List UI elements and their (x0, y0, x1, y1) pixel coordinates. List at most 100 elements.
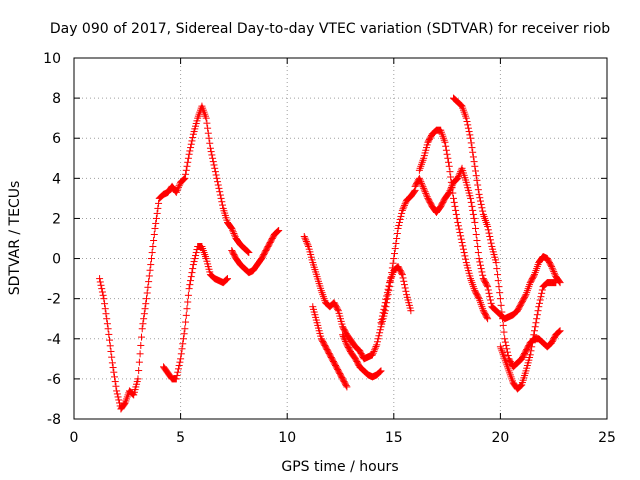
data-point-marker (205, 134, 213, 142)
data-point-marker (504, 351, 512, 359)
y-tick-label: -8 (47, 412, 61, 428)
data-point-marker (182, 311, 190, 319)
data-point-marker (420, 186, 428, 194)
data-point-marker (423, 193, 431, 201)
data-point-marker (342, 382, 350, 390)
data-point-marker (494, 277, 502, 285)
data-point-marker (136, 350, 144, 358)
data-point-marker (421, 188, 429, 196)
data-point-marker (303, 239, 311, 247)
data-point-marker (204, 124, 212, 132)
data-point-marker (101, 305, 109, 313)
data-point-marker (383, 292, 391, 300)
data-point-marker (114, 393, 122, 401)
data-point-marker (398, 206, 406, 214)
data-point-marker (493, 265, 501, 273)
data-point-marker (463, 118, 471, 126)
data-point-marker (120, 400, 128, 408)
data-point-marker (477, 197, 485, 205)
data-point-marker (389, 259, 397, 267)
data-point-marker (548, 263, 556, 271)
data-point-marker (555, 328, 563, 336)
data-point-marker (479, 207, 487, 215)
data-point-marker (459, 242, 467, 250)
data-point-marker (202, 114, 210, 122)
data-point-marker (203, 119, 211, 127)
data-point-marker (532, 319, 540, 327)
data-point-marker (477, 200, 485, 208)
data-point-marker (189, 265, 197, 273)
data-point-marker (536, 296, 544, 304)
data-point-marker (500, 328, 508, 336)
data-point-marker (486, 232, 494, 240)
data-point-marker (135, 358, 143, 366)
data-point-marker (152, 214, 160, 222)
data-point-marker (108, 359, 116, 367)
data-point-marker (534, 307, 542, 315)
data-point-marker (147, 261, 155, 269)
data-point-marker (474, 249, 482, 257)
data-point-marker (447, 185, 455, 193)
data-point-marker (533, 311, 541, 319)
data-point-marker (105, 330, 113, 338)
data-point-marker (135, 367, 143, 375)
data-point-marker (377, 367, 385, 375)
data-point-marker (487, 239, 495, 247)
data-point-marker (217, 194, 225, 202)
data-point-marker (218, 198, 226, 206)
y-tick-label: 6 (52, 131, 61, 147)
data-point-marker (398, 209, 406, 217)
data-point-marker (552, 279, 560, 287)
data-point-marker (189, 134, 197, 142)
data-point-marker (420, 184, 428, 192)
data-point-marker (244, 248, 252, 256)
data-point-marker (243, 247, 251, 255)
data-point-marker (402, 287, 410, 295)
data-point-marker (474, 186, 482, 194)
x-tick-label: 20 (491, 430, 509, 446)
data-point-marker (274, 227, 282, 235)
data-point-marker (410, 187, 418, 195)
data-point-marker (385, 282, 393, 290)
data-point-marker (212, 171, 220, 179)
data-point-marker (538, 286, 546, 294)
data-point-marker (185, 150, 193, 158)
data-point-marker (478, 268, 486, 276)
data-point-marker (467, 194, 475, 202)
data-point-marker (377, 319, 385, 327)
data-point-marker (189, 261, 197, 269)
data-point-marker (444, 154, 452, 162)
data-point-marker (548, 264, 556, 272)
data-point-marker (343, 383, 351, 391)
data-point-marker (304, 241, 312, 249)
data-point-marker (392, 240, 400, 248)
data-point-marker (383, 289, 391, 297)
data-point-marker (455, 225, 463, 233)
data-point-marker (454, 174, 462, 182)
data-point-marker (391, 250, 399, 258)
data-point-marker (477, 261, 485, 269)
data-point-marker (179, 340, 187, 348)
data-point-marker (458, 239, 466, 247)
data-point-marker (464, 124, 472, 132)
data-point-marker (450, 198, 458, 206)
data-point-marker (547, 261, 555, 269)
data-point-marker (138, 333, 146, 341)
data-point-marker (449, 189, 457, 197)
data-point-marker (394, 224, 402, 232)
data-point-marker (447, 173, 455, 181)
data-point-marker (417, 178, 425, 186)
data-point-marker (147, 255, 155, 263)
data-point-marker (181, 325, 189, 333)
data-point-marker (454, 218, 462, 226)
data-point-marker (499, 315, 507, 323)
data-point-marker (207, 148, 215, 156)
plot-frame (73, 57, 608, 420)
data-point-marker (477, 265, 485, 273)
data-point-marker (474, 293, 482, 301)
data-point-marker (151, 224, 159, 232)
data-point-marker (175, 362, 183, 370)
data-point-marker (469, 153, 477, 161)
data-point-marker (231, 231, 239, 239)
data-point-marker (223, 275, 231, 283)
